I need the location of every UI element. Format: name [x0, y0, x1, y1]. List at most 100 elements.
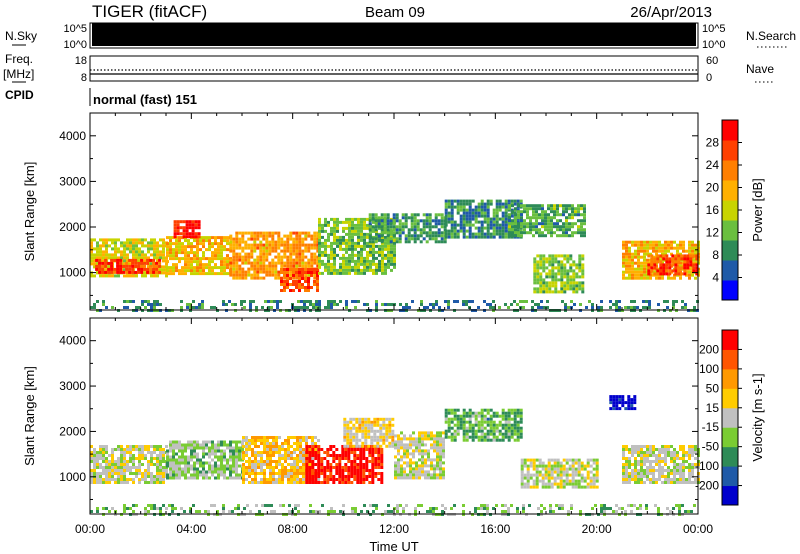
echo-cell	[546, 306, 549, 309]
echo-cell	[202, 464, 205, 468]
echo-cell	[538, 473, 542, 477]
echo-cell	[348, 226, 351, 230]
echo-cell	[286, 277, 289, 280]
echo-cell	[536, 254, 540, 258]
echo-cell	[628, 270, 631, 274]
echo-cell	[153, 457, 156, 460]
echo-cell	[192, 300, 195, 303]
echo-cell	[370, 441, 374, 445]
echo-cell	[332, 445, 336, 448]
echo-cell	[492, 420, 496, 424]
echo-cell	[256, 258, 260, 262]
echo-cell	[292, 268, 295, 271]
echo-cell	[459, 414, 463, 418]
echo-cell	[545, 275, 549, 279]
echo-cell	[214, 470, 217, 474]
echo-cell	[342, 229, 345, 233]
echo-cell	[93, 303, 96, 306]
echo-cell	[120, 463, 123, 466]
echo-cell	[202, 476, 205, 480]
echo-cell	[313, 234, 317, 238]
echo-cell	[250, 261, 254, 265]
echo-cell	[384, 271, 387, 275]
echo-cell	[144, 469, 147, 472]
echo-cell	[381, 259, 384, 263]
echo-cell	[335, 463, 339, 466]
echo-cell	[553, 461, 557, 465]
echo-cell	[187, 461, 190, 465]
echo-cell	[265, 231, 269, 235]
echo-cell	[559, 204, 562, 208]
echo-cell	[674, 254, 678, 258]
echo-cell	[581, 266, 585, 270]
echo-cell	[131, 264, 135, 268]
echo-cell	[295, 246, 299, 250]
echo-cell	[495, 199, 499, 203]
echo-cell	[150, 445, 153, 448]
echo-cell	[401, 216, 405, 220]
echo-cell	[186, 303, 189, 306]
echo-cell	[223, 443, 226, 447]
echo-cell	[536, 269, 540, 273]
echo-cell	[683, 272, 687, 276]
echo-cell	[643, 261, 646, 265]
echo-cell	[123, 250, 126, 254]
echo-cell	[376, 444, 380, 448]
echo-cell	[390, 259, 393, 263]
echo-cell	[287, 475, 290, 478]
echo-cell	[311, 442, 314, 445]
echo-cell	[292, 283, 295, 286]
echo-cell	[653, 260, 657, 264]
echo-cell	[191, 226, 195, 230]
echo-cell	[289, 289, 292, 292]
echo-cell	[444, 420, 448, 424]
echo-cell	[129, 300, 132, 303]
echo-cell	[304, 249, 308, 253]
echo-cell	[628, 252, 631, 256]
echo-cell	[526, 470, 530, 474]
echo-cell	[169, 254, 172, 258]
echo-cell	[262, 231, 266, 235]
echo-cell	[386, 240, 390, 244]
echo-cell	[480, 435, 484, 439]
echo-cell	[535, 231, 538, 235]
echo-cell	[273, 300, 276, 303]
echo-cell	[480, 214, 484, 218]
echo-cell	[251, 469, 254, 472]
echo-cell	[427, 470, 430, 474]
echo-cell	[539, 281, 543, 285]
echo-cell	[368, 460, 372, 463]
echo-cell	[560, 278, 564, 282]
echo-cell	[529, 216, 532, 220]
echo-cell	[138, 448, 141, 451]
echo-cell	[123, 241, 126, 245]
echo-cell	[428, 213, 432, 217]
echo-cell	[102, 244, 105, 248]
echo-cell	[338, 475, 342, 478]
echo-cell	[566, 272, 570, 276]
echo-cell	[199, 248, 202, 252]
echo-cell	[392, 216, 396, 220]
echo-cell	[217, 455, 220, 459]
echo-cell	[187, 440, 190, 444]
echo-cell	[301, 271, 304, 274]
echo-cell	[336, 217, 339, 221]
echo-cell	[550, 228, 553, 232]
echo-cell	[659, 254, 663, 258]
echo-cell	[557, 266, 561, 270]
echo-cell	[313, 240, 317, 244]
echo-cell	[311, 451, 315, 454]
echo-cell	[387, 303, 390, 306]
echo-cell	[543, 306, 546, 309]
echo-cell	[267, 306, 270, 309]
echo-cell	[516, 208, 520, 212]
echo-cell	[634, 252, 637, 256]
echo-cell	[254, 463, 257, 466]
echo-cell	[519, 408, 523, 412]
echo-cell	[551, 290, 555, 294]
echo-cell	[581, 263, 585, 267]
echo-cell	[244, 261, 248, 265]
echo-cell	[298, 243, 302, 247]
echo-cell	[341, 475, 345, 478]
echo-cell	[367, 435, 371, 439]
